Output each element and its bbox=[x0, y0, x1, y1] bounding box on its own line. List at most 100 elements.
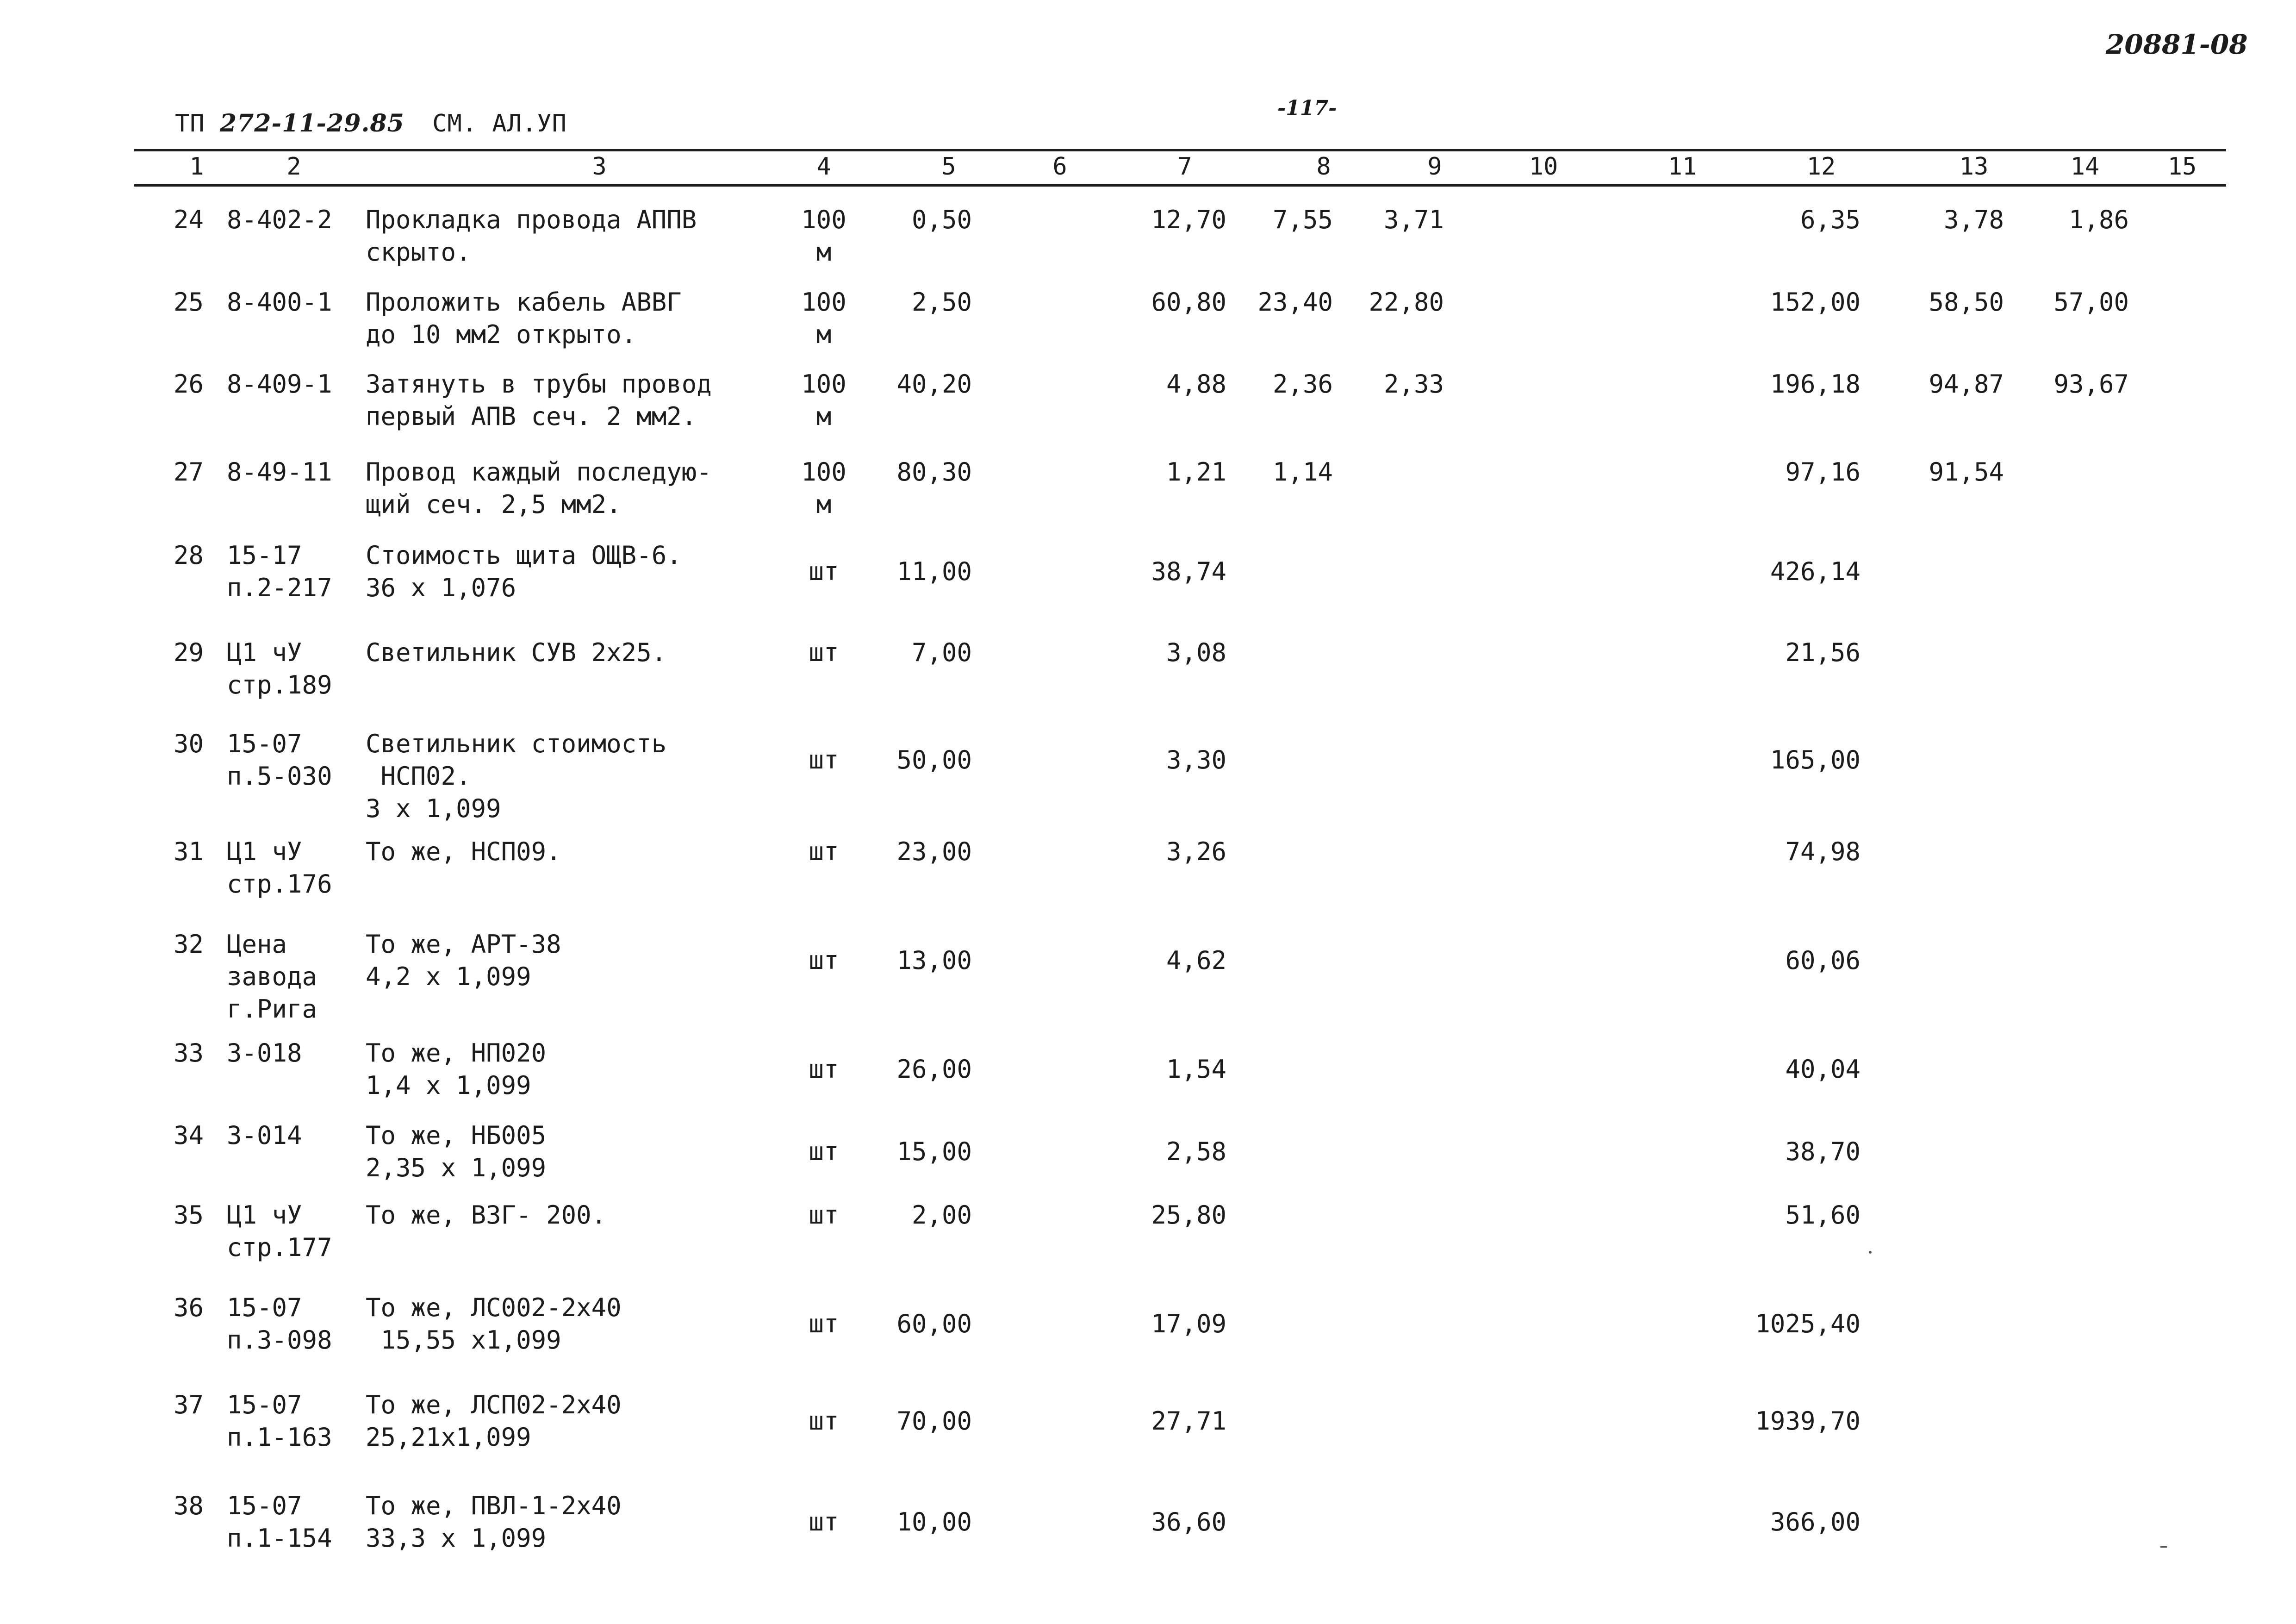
resource-code: Ц1 чУ bbox=[227, 837, 302, 866]
total-machinery: 1,86 bbox=[2068, 205, 2129, 234]
table-header-rule bbox=[134, 184, 2226, 187]
unit: шт bbox=[809, 946, 839, 975]
unit: шт bbox=[809, 557, 839, 586]
work-description: щий сеч. 2,5 мм2. bbox=[366, 490, 622, 519]
row-number: 28 bbox=[173, 541, 204, 570]
total-machinery: 57,00 bbox=[2053, 287, 2129, 317]
unit-price: 25,80 bbox=[1151, 1200, 1226, 1230]
row-number: 34 bbox=[173, 1121, 204, 1150]
column-number-6: 6 bbox=[1052, 153, 1067, 181]
work-description: 4,2 х 1,099 bbox=[366, 962, 531, 991]
work-description: Стоимость щита ОЩВ-6. bbox=[366, 541, 682, 570]
quantity: 40,20 bbox=[896, 369, 972, 399]
total-cost: 366,00 bbox=[1770, 1507, 1860, 1537]
resource-code: 3-018 bbox=[227, 1038, 302, 1068]
quantity: 60,00 bbox=[896, 1309, 972, 1338]
total-cost: 426,14 bbox=[1770, 557, 1860, 586]
quantity: 0,50 bbox=[911, 205, 972, 234]
work-description: Затянуть в трубы провод bbox=[366, 369, 712, 399]
total-cost: 74,98 bbox=[1785, 837, 1860, 866]
work-description: 2,35 х 1,099 bbox=[366, 1153, 547, 1182]
work-description: Провод каждый последую- bbox=[366, 457, 712, 487]
unit-price: 1,21 bbox=[1166, 457, 1226, 487]
total-cost: 97,16 bbox=[1785, 457, 1860, 487]
column-number-9: 9 bbox=[1427, 153, 1442, 181]
unit: шт bbox=[809, 1406, 839, 1436]
work-description: первый АПВ сеч. 2 мм2. bbox=[366, 402, 697, 431]
unit-price: 17,09 bbox=[1151, 1309, 1226, 1338]
doc-ref-hand: 272-11-29.85 bbox=[219, 109, 404, 137]
unit: шт bbox=[809, 1200, 839, 1230]
unit: м bbox=[816, 237, 832, 267]
work-description: 33,3 х 1,099 bbox=[366, 1524, 547, 1553]
work-description: То же, ПВЛ-1-2х40 bbox=[366, 1491, 622, 1520]
total-machinery: 93,67 bbox=[2053, 369, 2129, 399]
unit-price-wages: 23,40 bbox=[1257, 287, 1333, 317]
work-description: Светильник СУВ 2х25. bbox=[366, 638, 667, 667]
column-number-1: 1 bbox=[189, 153, 204, 181]
unit: шт bbox=[809, 638, 839, 667]
unit-price-machinery: 3,71 bbox=[1383, 205, 1444, 234]
unit: шт bbox=[809, 745, 839, 775]
resource-code: стр.189 bbox=[227, 670, 332, 700]
unit-price: 3,30 bbox=[1166, 745, 1226, 775]
row-number: 30 bbox=[173, 729, 204, 758]
column-number-15: 15 bbox=[2167, 153, 2197, 181]
sheet-code: 20881-08 bbox=[2106, 29, 2248, 60]
work-description: 1,4 х 1,099 bbox=[366, 1071, 531, 1100]
work-description: То же, ЛСП02-2х40 bbox=[366, 1390, 622, 1419]
unit-price: 3,26 bbox=[1166, 837, 1226, 866]
document-reference: ТП 272-11-29.85 СМ. АЛ.УП bbox=[175, 109, 567, 137]
column-number-5: 5 bbox=[941, 153, 956, 181]
unit: м bbox=[816, 490, 832, 519]
resource-code: 15-17 bbox=[227, 541, 302, 570]
resource-code: завода bbox=[227, 962, 317, 991]
work-description: НСП02. bbox=[366, 762, 471, 791]
work-description: То же, НП020 bbox=[366, 1038, 547, 1068]
unit: шт bbox=[809, 1055, 839, 1084]
resource-code: 8-402-2 bbox=[227, 205, 332, 234]
column-number-10: 10 bbox=[1529, 153, 1558, 181]
unit-price: 27,71 bbox=[1151, 1406, 1226, 1436]
total-cost: 196,18 bbox=[1770, 369, 1860, 399]
unit-price: 38,74 bbox=[1151, 557, 1226, 586]
quantity: 13,00 bbox=[896, 946, 972, 975]
resource-code: 8-409-1 bbox=[227, 369, 332, 399]
unit-price: 3,08 bbox=[1166, 638, 1226, 667]
quantity: 26,00 bbox=[896, 1055, 972, 1084]
unit: м bbox=[816, 402, 832, 431]
quantity: 10,00 bbox=[896, 1507, 972, 1537]
unit-price-machinery: 22,80 bbox=[1369, 287, 1444, 317]
resource-code: 15-07 bbox=[227, 729, 302, 758]
quantity: 50,00 bbox=[896, 745, 972, 775]
unit-price-wages: 1,14 bbox=[1272, 457, 1333, 487]
total-wages: 58,50 bbox=[1929, 287, 2004, 317]
column-number-8: 8 bbox=[1316, 153, 1331, 181]
resource-code: 8-400-1 bbox=[227, 287, 332, 317]
unit-price: 4,62 bbox=[1166, 946, 1226, 975]
row-number: 35 bbox=[173, 1200, 204, 1230]
total-wages: 3,78 bbox=[1943, 205, 2004, 234]
work-description: 25,21х1,099 bbox=[366, 1423, 531, 1452]
unit: 100 bbox=[801, 369, 846, 399]
unit: 100 bbox=[801, 457, 846, 487]
column-number-11: 11 bbox=[1668, 153, 1697, 181]
unit-price: 36,60 bbox=[1151, 1507, 1226, 1537]
table-top-rule bbox=[134, 149, 2226, 151]
resource-code: стр.176 bbox=[227, 869, 332, 899]
quantity: 7,00 bbox=[911, 638, 972, 667]
work-description: То же, АРТ-38 bbox=[366, 930, 561, 959]
work-description: То же, ВЗГ- 200. bbox=[366, 1200, 607, 1230]
total-cost: 38,70 bbox=[1785, 1137, 1860, 1166]
work-description: скрыто. bbox=[366, 237, 471, 267]
quantity: 2,00 bbox=[911, 1200, 972, 1230]
work-description: То же, НБ005 bbox=[366, 1121, 547, 1150]
total-cost: 51,60 bbox=[1785, 1200, 1860, 1230]
unit: 100 bbox=[801, 205, 846, 234]
unit: шт bbox=[809, 1137, 839, 1166]
column-number-14: 14 bbox=[2070, 153, 2100, 181]
page-number: -117- bbox=[1277, 96, 1337, 120]
speck bbox=[1869, 1251, 1872, 1254]
work-description: Прокладка провода АППВ bbox=[366, 205, 697, 234]
resource-code: п.5-030 bbox=[227, 762, 332, 791]
